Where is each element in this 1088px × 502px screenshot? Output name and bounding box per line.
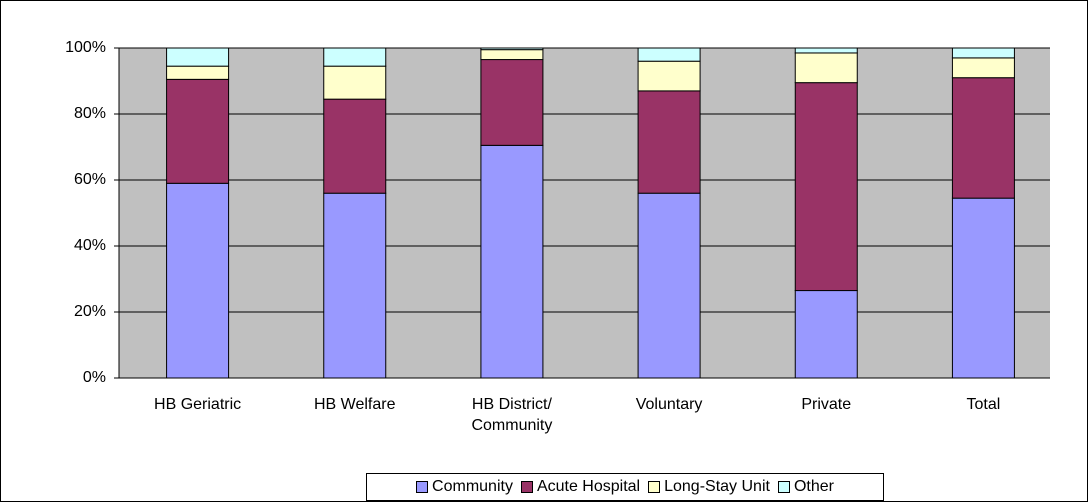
bar-segment [637, 47, 701, 62]
bar-segment [794, 290, 858, 379]
bar-segment [794, 47, 858, 54]
legend: Community Acute Hospital Long-Stay Unit Oth… [366, 473, 884, 501]
x-tick-label: HB Geriatric [154, 396, 242, 413]
bar-segment [794, 82, 858, 292]
legend-label: Acute Hospital [536, 478, 641, 495]
legend-label: Other [793, 478, 834, 495]
bar-segment [166, 65, 230, 80]
y-tick-label: 40% [74, 237, 106, 254]
x-tick-label: Private [801, 396, 852, 413]
bar-segment [480, 59, 544, 146]
x-tick-label: HB Welfare [313, 396, 396, 413]
bar-segment [951, 47, 1015, 59]
legend-swatch [648, 481, 661, 493]
y-tick-label: 60% [74, 171, 106, 188]
bar-segment [323, 65, 387, 100]
bar-segment [637, 192, 701, 379]
bar-segment [323, 192, 387, 379]
legend-swatch [520, 481, 533, 493]
bar-segment [951, 57, 1015, 79]
legend-swatch [416, 481, 429, 493]
bar-segment [480, 47, 544, 51]
x-tick-label: Voluntary [635, 396, 703, 413]
legend-item: Other [777, 478, 834, 496]
x-tick-label: Total [966, 396, 1001, 413]
y-tick-label: 100% [65, 39, 106, 56]
bar-segment [637, 90, 701, 194]
bar-segment [166, 78, 230, 184]
y-tick-label: 20% [74, 303, 106, 320]
y-tick-label: 0% [83, 369, 106, 386]
legend-label: Community [432, 478, 513, 495]
bar-segment [951, 77, 1015, 199]
bar-segment [323, 47, 387, 67]
bar-segment [480, 49, 544, 61]
plot-area [119, 48, 1050, 378]
bar-segment [951, 197, 1015, 379]
legend-item: Long-Stay Unit [648, 478, 770, 496]
bar-segment [166, 182, 230, 379]
bar-segment [480, 144, 544, 379]
x-tick-label: HB District/ Community [471, 396, 553, 434]
legend-item: Community [416, 478, 513, 496]
legend-item: Acute Hospital [520, 478, 641, 496]
bar-segment [166, 47, 230, 67]
bar-segment [637, 60, 701, 92]
legend-label: Long-Stay Unit [664, 478, 770, 495]
bar-segment [794, 52, 858, 84]
y-tick-label: 80% [74, 105, 106, 122]
bar-segment [323, 98, 387, 194]
legend-swatch [777, 481, 790, 493]
